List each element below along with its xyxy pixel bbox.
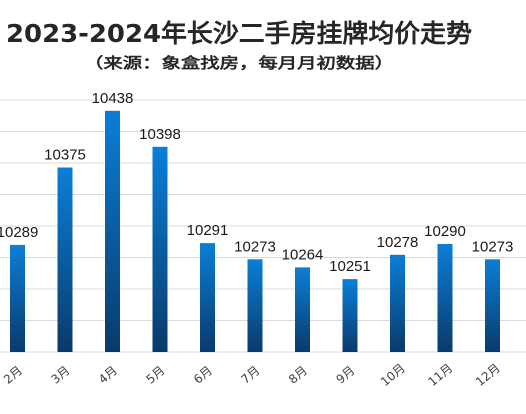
data-label: 10273 xyxy=(234,238,276,255)
x-tick-label: 9月 xyxy=(333,363,357,386)
data-label: 10278 xyxy=(377,234,419,251)
x-tick-label: 10月 xyxy=(378,361,408,389)
bar xyxy=(295,267,310,352)
bar xyxy=(437,244,453,352)
bar xyxy=(152,146,168,352)
x-tick-label: 8月 xyxy=(286,363,310,386)
data-label: 10291 xyxy=(187,222,229,239)
x-tick-label: 4月 xyxy=(96,363,120,386)
bar xyxy=(105,110,120,352)
bar xyxy=(247,259,263,352)
bar xyxy=(342,279,358,352)
bar xyxy=(10,244,25,352)
x-tick-label: 11月 xyxy=(425,361,455,389)
bars xyxy=(10,110,500,352)
x-tick-label: 12月 xyxy=(473,361,503,389)
x-tick-label: （2 xyxy=(523,363,526,386)
bar xyxy=(57,167,73,352)
data-label: 10290 xyxy=(424,223,466,240)
data-label: 10398 xyxy=(139,126,181,143)
bar xyxy=(390,254,405,352)
chart-title: 2023-2024年长沙二手房挂牌均价走势 xyxy=(6,19,472,48)
data-label: 10273 xyxy=(472,238,514,255)
data-labels: 0102891037510438103981029110273102641025… xyxy=(0,90,514,275)
data-label: 10375 xyxy=(44,147,86,164)
bar xyxy=(485,259,500,352)
x-tick-label: 7月 xyxy=(238,363,262,386)
data-label: 10264 xyxy=(282,246,324,263)
data-label: 10289 xyxy=(0,224,38,241)
x-tick-label: 3月 xyxy=(48,363,72,386)
data-label: 10438 xyxy=(92,90,134,107)
x-tick-label: 5月 xyxy=(143,363,167,386)
chart-subtitle: （来源：象盒找房，每月月初数据） xyxy=(84,54,394,72)
x-tick-labels: 2月 3月 4月 5月 6月 7月 8月 9月 10月 11月 12月 （2 xyxy=(1,361,526,389)
x-tick-label: 6月 xyxy=(191,363,215,386)
x-tick-label: 2月 xyxy=(1,363,25,386)
data-label: 10251 xyxy=(329,258,371,275)
gridlines xyxy=(0,99,526,353)
bar xyxy=(200,243,215,352)
